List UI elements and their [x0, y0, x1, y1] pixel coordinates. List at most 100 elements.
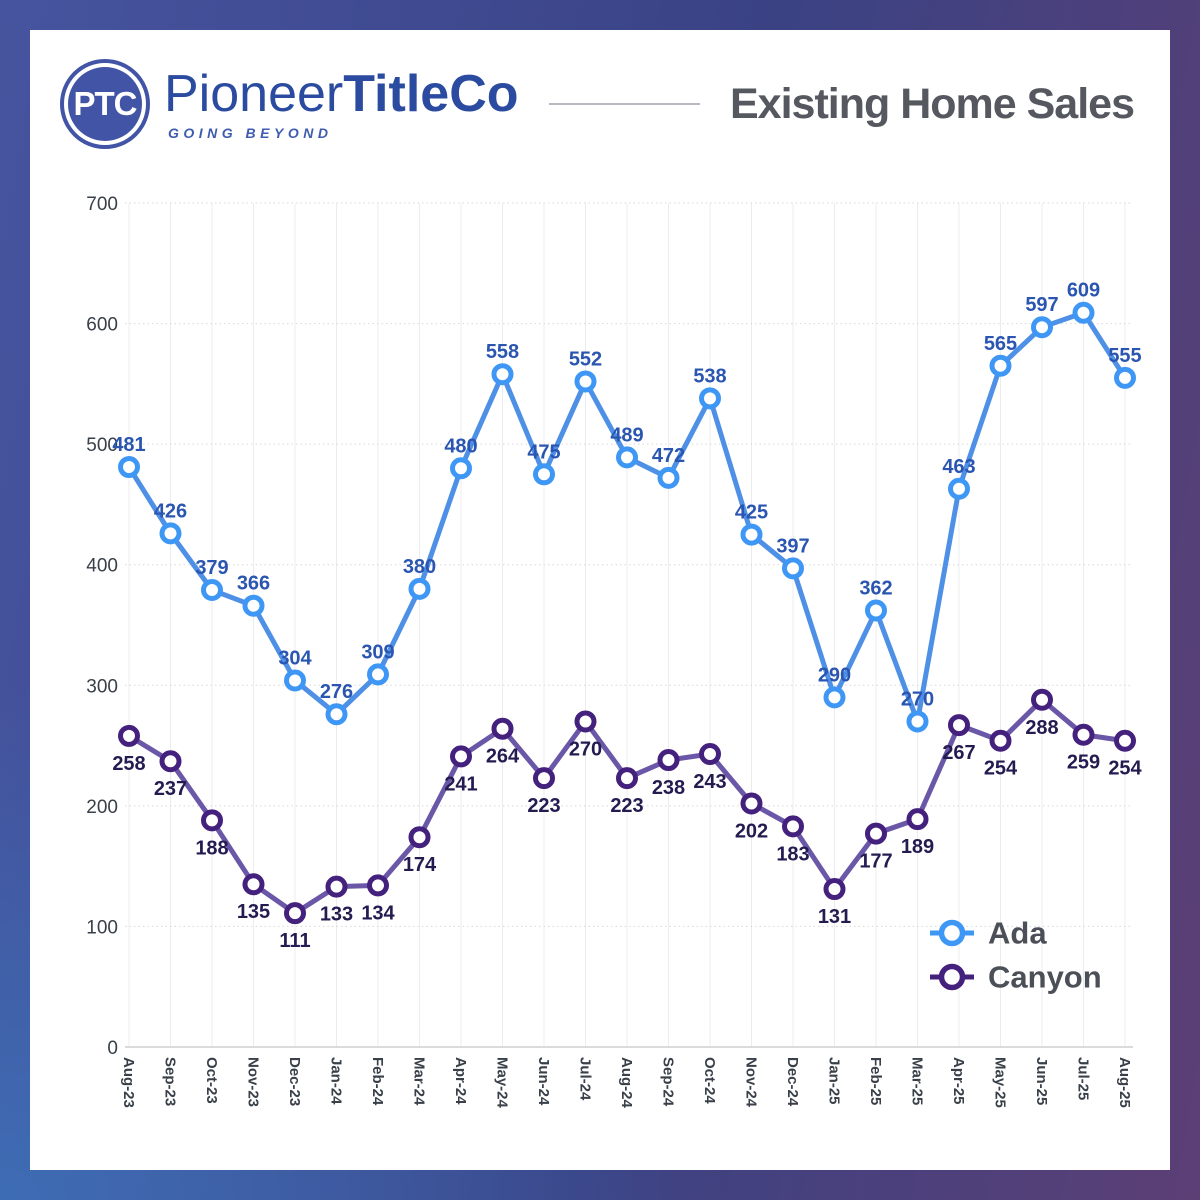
page-title: Existing Home Sales: [730, 79, 1135, 128]
data-point-marker: [408, 577, 431, 600]
x-axis-tick: Sep-24: [660, 1057, 677, 1107]
data-point-marker: [1114, 366, 1136, 389]
x-axis-tick: Aug-24: [618, 1057, 635, 1108]
ptc-logo: PTC: [60, 59, 150, 149]
data-point-marker: [118, 724, 140, 747]
x-axis-tick: Jun-24: [535, 1057, 552, 1106]
data-point-label: 379: [195, 557, 228, 579]
x-axis-tick: Sep-23: [162, 1057, 179, 1106]
brand-name: PioneerTitleCo: [164, 67, 519, 122]
data-point-marker: [325, 703, 348, 726]
data-point-marker: [574, 370, 597, 393]
data-point-marker: [367, 874, 389, 897]
data-point-marker: [782, 557, 804, 580]
data-point-label: 111: [279, 930, 310, 952]
x-axis-tick: Jun-25: [1033, 1057, 1050, 1105]
data-point-label: 304: [278, 647, 312, 669]
x-axis-tick: Nov-23: [245, 1057, 262, 1107]
data-point-label: 309: [361, 641, 394, 663]
data-point-label: 555: [1108, 345, 1141, 367]
y-axis-tick: 600: [86, 315, 118, 336]
data-point-label: 475: [527, 441, 560, 463]
x-axis-tick: Dec-23: [286, 1057, 303, 1106]
x-axis-tick: May-24: [494, 1057, 511, 1109]
legend-marker: [938, 963, 966, 991]
x-axis-tick: Mar-24: [411, 1057, 428, 1106]
data-point-label: 259: [1067, 752, 1100, 774]
legend: Ada Canyon: [930, 916, 1102, 995]
legend-item-canyon: Canyon: [930, 960, 1102, 995]
data-point-marker: [450, 745, 472, 768]
data-point-label: 264: [486, 746, 520, 768]
data-point-marker: [699, 387, 721, 410]
y-axis-tick: 700: [86, 194, 118, 215]
data-point-label: 290: [818, 664, 851, 686]
x-axis-tick: May-25: [992, 1057, 1009, 1108]
header: PTC PioneerTitleCo GOING BEYOND Existing…: [60, 56, 1135, 152]
data-point-label: 426: [154, 500, 187, 522]
data-point-label: 135: [237, 901, 270, 923]
x-axis-tick: Jan-24: [328, 1057, 345, 1105]
data-point-marker: [823, 878, 846, 901]
data-point-marker: [118, 456, 140, 479]
y-axis-tick: 200: [86, 797, 118, 818]
data-point-label: 237: [154, 778, 187, 800]
legend-label: Ada: [988, 916, 1047, 951]
data-point-marker: [201, 579, 223, 602]
brand-block: PioneerTitleCo GOING BEYOND: [164, 67, 519, 141]
data-point-marker: [865, 599, 887, 622]
data-point-label: 463: [942, 456, 975, 478]
data-point-marker: [1072, 301, 1095, 324]
data-point-marker: [906, 710, 929, 733]
data-point-label: 397: [776, 535, 809, 557]
x-axis-tick: Oct-23: [203, 1057, 220, 1104]
data-point-label: 472: [652, 445, 685, 467]
brand-tagline: GOING BEYOND: [168, 124, 333, 141]
data-point-marker: [201, 809, 223, 832]
data-point-label: 133: [320, 904, 353, 926]
data-point-label: 188: [195, 837, 228, 859]
data-point-marker: [823, 686, 846, 709]
y-axis-tick: 300: [86, 676, 118, 697]
data-point-label: 270: [569, 738, 602, 760]
data-point-marker: [242, 594, 265, 617]
y-axis: 0 100 200 300 400 500 600 700: [86, 194, 118, 1059]
header-divider: [548, 103, 700, 105]
y-axis-tick: 100: [86, 917, 118, 938]
data-point-marker: [989, 729, 1012, 752]
data-point-label: 270: [901, 688, 934, 710]
y-axis-tick: 400: [86, 556, 118, 577]
data-point-label: 609: [1067, 280, 1100, 302]
data-point-marker: [159, 522, 182, 545]
data-point-marker: [699, 743, 721, 766]
x-axis-tick: Aug-25: [1116, 1057, 1133, 1108]
data-point-marker: [782, 815, 804, 838]
data-point-marker: [284, 902, 306, 925]
data-point-marker: [616, 446, 638, 469]
data-point-marker: [740, 792, 763, 815]
data-point-label: 134: [361, 902, 395, 924]
legend-item-ada: Ada: [930, 916, 1047, 951]
y-axis-tick: 0: [107, 1038, 118, 1059]
x-axis-tick: Feb-25: [867, 1057, 884, 1105]
data-point-marker: [491, 363, 514, 386]
data-point-marker: [657, 466, 680, 489]
x-axis: Aug-23 Sep-23 Oct-23 Nov-23 Dec-23 Jan-24 Feb-…: [120, 1057, 1133, 1109]
data-point-label: 489: [610, 424, 643, 446]
x-axis-tick: Jul-25: [1075, 1057, 1092, 1100]
data-point-label: 552: [569, 348, 602, 370]
x-axis-tick: Mar-25: [909, 1057, 926, 1105]
data-point-label: 258: [112, 753, 145, 775]
data-point-marker: [242, 873, 265, 896]
data-point-marker: [533, 767, 555, 790]
existing-home-sales-chart: 0 100 200 300 400 500 600 700 Aug-23 Sep-23 Oct-23…: [86, 194, 1142, 1109]
data-point-label: 131: [818, 906, 851, 928]
data-point-label: 243: [693, 771, 726, 793]
data-point-label: 538: [693, 365, 726, 387]
legend-label: Canyon: [988, 960, 1102, 995]
data-point-marker: [159, 750, 182, 773]
data-point-label: 425: [735, 502, 768, 524]
data-point-label: 223: [527, 795, 560, 817]
data-point-label: 362: [859, 578, 892, 600]
gridlines: [125, 202, 1133, 1048]
